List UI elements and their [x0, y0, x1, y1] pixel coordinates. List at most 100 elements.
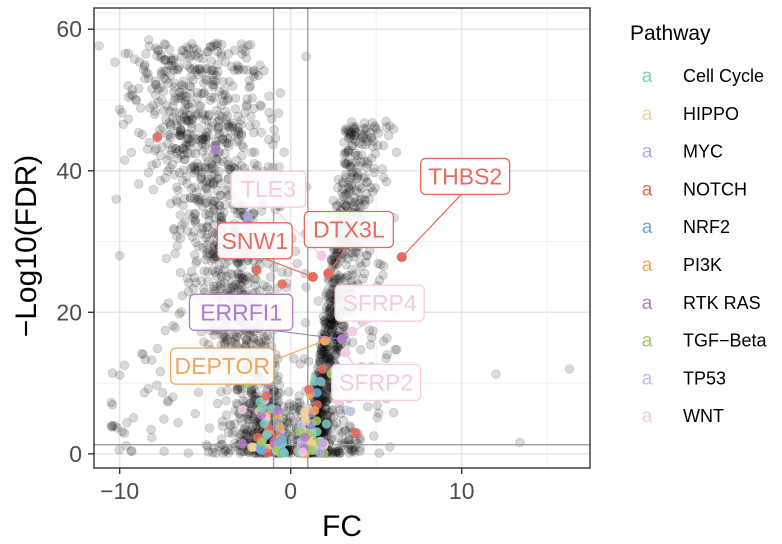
scatter-point	[184, 115, 194, 125]
scatter-point	[192, 134, 202, 144]
scatter-point	[318, 409, 328, 420]
scatter-point	[194, 194, 204, 205]
scatter-point	[126, 90, 136, 100]
scatter-point	[329, 275, 339, 286]
scatter-point	[172, 121, 182, 131]
scatter-point	[232, 125, 243, 136]
scatter-point	[187, 115, 197, 125]
scatter-point	[147, 355, 157, 365]
scatter-point	[148, 100, 158, 110]
scatter-point	[174, 309, 185, 319]
scatter-point	[338, 184, 348, 194]
legend-entry-label: HIPPO	[683, 104, 739, 124]
label-connector	[327, 243, 350, 274]
scatter-point	[182, 109, 192, 120]
scatter-point	[155, 150, 166, 161]
scatter-point	[214, 200, 224, 210]
scatter-point	[237, 129, 247, 139]
scatter-point	[173, 93, 184, 104]
scatter-point	[229, 419, 240, 429]
scatter-point	[326, 411, 336, 421]
scatter-point	[236, 115, 246, 126]
scatter-point	[177, 175, 188, 186]
scatter-point	[320, 323, 331, 333]
scatter-point	[321, 396, 331, 406]
legend-key-glyph: a	[642, 66, 653, 87]
scatter-point	[316, 346, 326, 357]
scatter-point	[324, 292, 334, 302]
scatter-point	[170, 249, 180, 259]
scatter-point	[160, 302, 170, 313]
scatter-point	[164, 44, 175, 55]
scatter-point	[295, 397, 305, 408]
scatter-point	[292, 258, 302, 269]
scatter-point	[341, 201, 351, 211]
scatter-point	[347, 443, 357, 453]
scatter-point	[175, 128, 186, 138]
scatter-point	[250, 147, 260, 157]
scatter-point	[176, 93, 186, 103]
gene-label: SFRP2	[339, 369, 413, 395]
scatter-point	[370, 183, 380, 193]
scatter-point	[245, 121, 255, 131]
scatter-point	[131, 94, 141, 105]
scatter-point	[345, 248, 355, 258]
scatter-point	[139, 64, 149, 75]
scatter-point	[324, 353, 334, 363]
scatter-point	[160, 55, 171, 65]
scatter-point	[253, 70, 264, 81]
legend-entry-label: MYC	[683, 142, 723, 162]
scatter-point	[234, 64, 244, 75]
scatter-point	[193, 122, 204, 133]
scatter-point	[255, 100, 265, 110]
scatter-point	[342, 159, 352, 170]
scatter-point	[181, 115, 192, 126]
scatter-point	[180, 95, 190, 106]
scatter-point	[172, 148, 182, 158]
x-axis-title: FC	[322, 510, 362, 543]
scatter-point	[208, 80, 218, 90]
legend-key-glyph: a	[642, 331, 653, 352]
scatter-point	[289, 353, 299, 364]
scatter-point	[371, 124, 382, 135]
scatter-point	[230, 334, 240, 344]
scatter-point	[249, 159, 260, 169]
scatter-point	[339, 137, 349, 147]
scatter-point	[157, 69, 167, 80]
scatter-point	[378, 140, 389, 151]
gene-label-box	[216, 222, 293, 260]
scatter-point	[226, 278, 236, 288]
scatter-point	[159, 105, 169, 116]
scatter-point	[320, 352, 331, 362]
scatter-point	[329, 320, 340, 331]
scatter-point	[327, 405, 337, 415]
scatter-point	[164, 117, 175, 128]
y-tick-label: 60	[56, 16, 82, 42]
scatter-point	[212, 280, 222, 290]
scatter-point	[191, 66, 201, 76]
scatter-point	[163, 138, 173, 149]
scatter-point	[201, 255, 211, 265]
scatter-point	[153, 45, 163, 56]
scatter-point	[323, 320, 334, 331]
legend-entry-label: TGF−Beta	[683, 331, 768, 351]
scatter-point	[230, 427, 240, 437]
pathway-point	[277, 279, 287, 289]
scatter-point	[242, 334, 252, 345]
scatter-point	[235, 448, 246, 458]
scatter-point	[177, 220, 187, 230]
scatter-point	[200, 164, 211, 174]
scatter-point	[165, 53, 176, 64]
scatter-point	[331, 341, 341, 351]
scatter-point	[162, 101, 172, 111]
scatter-point	[341, 173, 351, 183]
scatter-point	[195, 64, 205, 74]
scatter-point	[344, 195, 354, 206]
scatter-point	[217, 421, 228, 431]
scatter-point	[244, 417, 254, 427]
scatter-point	[119, 428, 130, 438]
scatter-point	[353, 150, 363, 161]
pathway-point	[321, 419, 331, 429]
scatter-point	[153, 97, 164, 108]
scatter-point	[236, 281, 246, 291]
